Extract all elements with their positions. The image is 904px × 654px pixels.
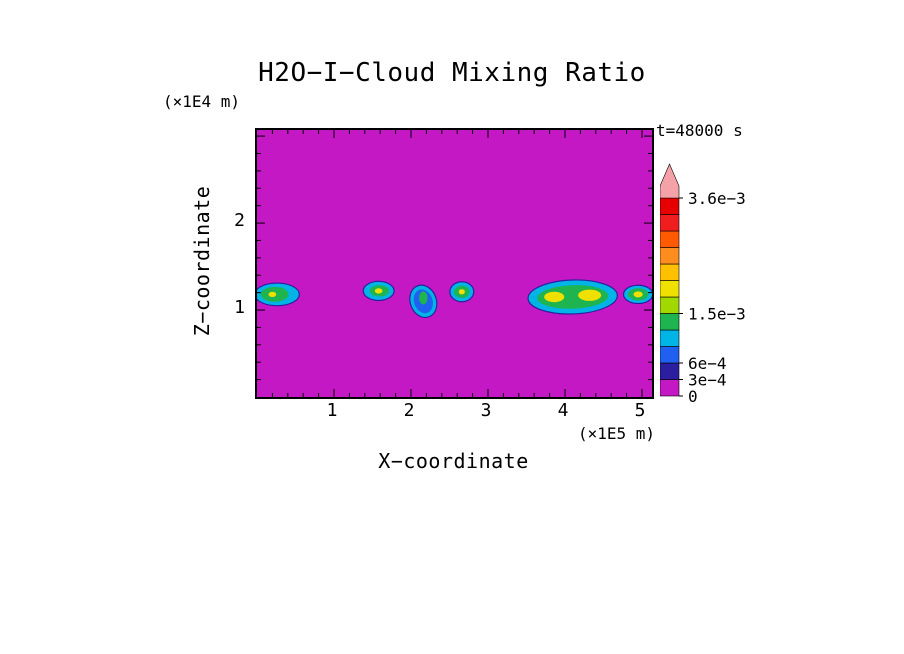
cloud-blob: [257, 282, 300, 307]
colorbar-segment: [660, 362, 680, 380]
chart-title: H2O−I−Cloud Mixing Ratio: [258, 58, 646, 88]
colorbar-segment: [660, 214, 680, 232]
x-tick-label: 2: [403, 400, 415, 421]
contour-plot: [257, 130, 652, 397]
time-annotation: t=48000 s: [656, 121, 743, 140]
cloud-blob: [527, 279, 618, 315]
colorbar-segment: [660, 313, 680, 331]
x-axis-title: X−coordinate: [378, 449, 529, 473]
colorbar-arrow: [660, 163, 680, 199]
plot-background: [257, 130, 652, 397]
colorbar-label: 3e−4: [688, 371, 727, 390]
cloud-blob: [409, 284, 438, 319]
x-axis-unit-label: (×1E5 m): [577, 424, 655, 443]
cloud-blob: [362, 280, 395, 302]
colorbar-segment: [660, 346, 680, 364]
cloud-contour-layer: [458, 289, 465, 295]
cloud-blob: [449, 281, 475, 303]
colorbar-segment: [660, 280, 680, 298]
colorbar-label: 3.6e−3: [688, 189, 746, 208]
colorbar-segment: [660, 247, 680, 265]
cloud-contour-layer: [578, 289, 602, 301]
cloud-blob: [622, 284, 652, 305]
z-tick-label: 1: [234, 297, 245, 319]
cloud-contour-layer: [419, 291, 428, 305]
colorbar-segment: [660, 230, 680, 248]
plot-area: [255, 128, 654, 399]
colorbar: 3.6e−3 1.5e−3 6e−43e−40: [660, 163, 746, 406]
z-tick-label: 2: [234, 210, 245, 232]
colorbar-segment: [660, 379, 680, 397]
colorbar-label: 0: [688, 387, 698, 406]
cloud-contour-layer: [544, 291, 565, 303]
x-tick-label: 4: [557, 400, 569, 421]
cloud-contour-layer: [633, 291, 643, 298]
z-axis-unit-label: (×1E4 m): [163, 92, 241, 111]
colorbar-label: 1.5e−3: [688, 305, 746, 324]
z-axis-title: Z−coordinate: [190, 120, 214, 402]
colorbar-label: 6e−4: [688, 354, 727, 373]
colorbar-segment: [660, 329, 680, 347]
cloud-contour-layer: [268, 291, 277, 297]
x-tick-label: 5: [634, 400, 646, 421]
colorbar-segment: [660, 197, 680, 215]
colorbar-segment: [660, 296, 680, 314]
z-axis-title-text: Z−coordinate: [190, 185, 214, 337]
x-tick-label: 3: [480, 400, 492, 421]
colorbar-segment: [660, 263, 680, 281]
x-tick-label: 1: [326, 400, 338, 421]
cloud-contour-layer: [374, 288, 383, 294]
